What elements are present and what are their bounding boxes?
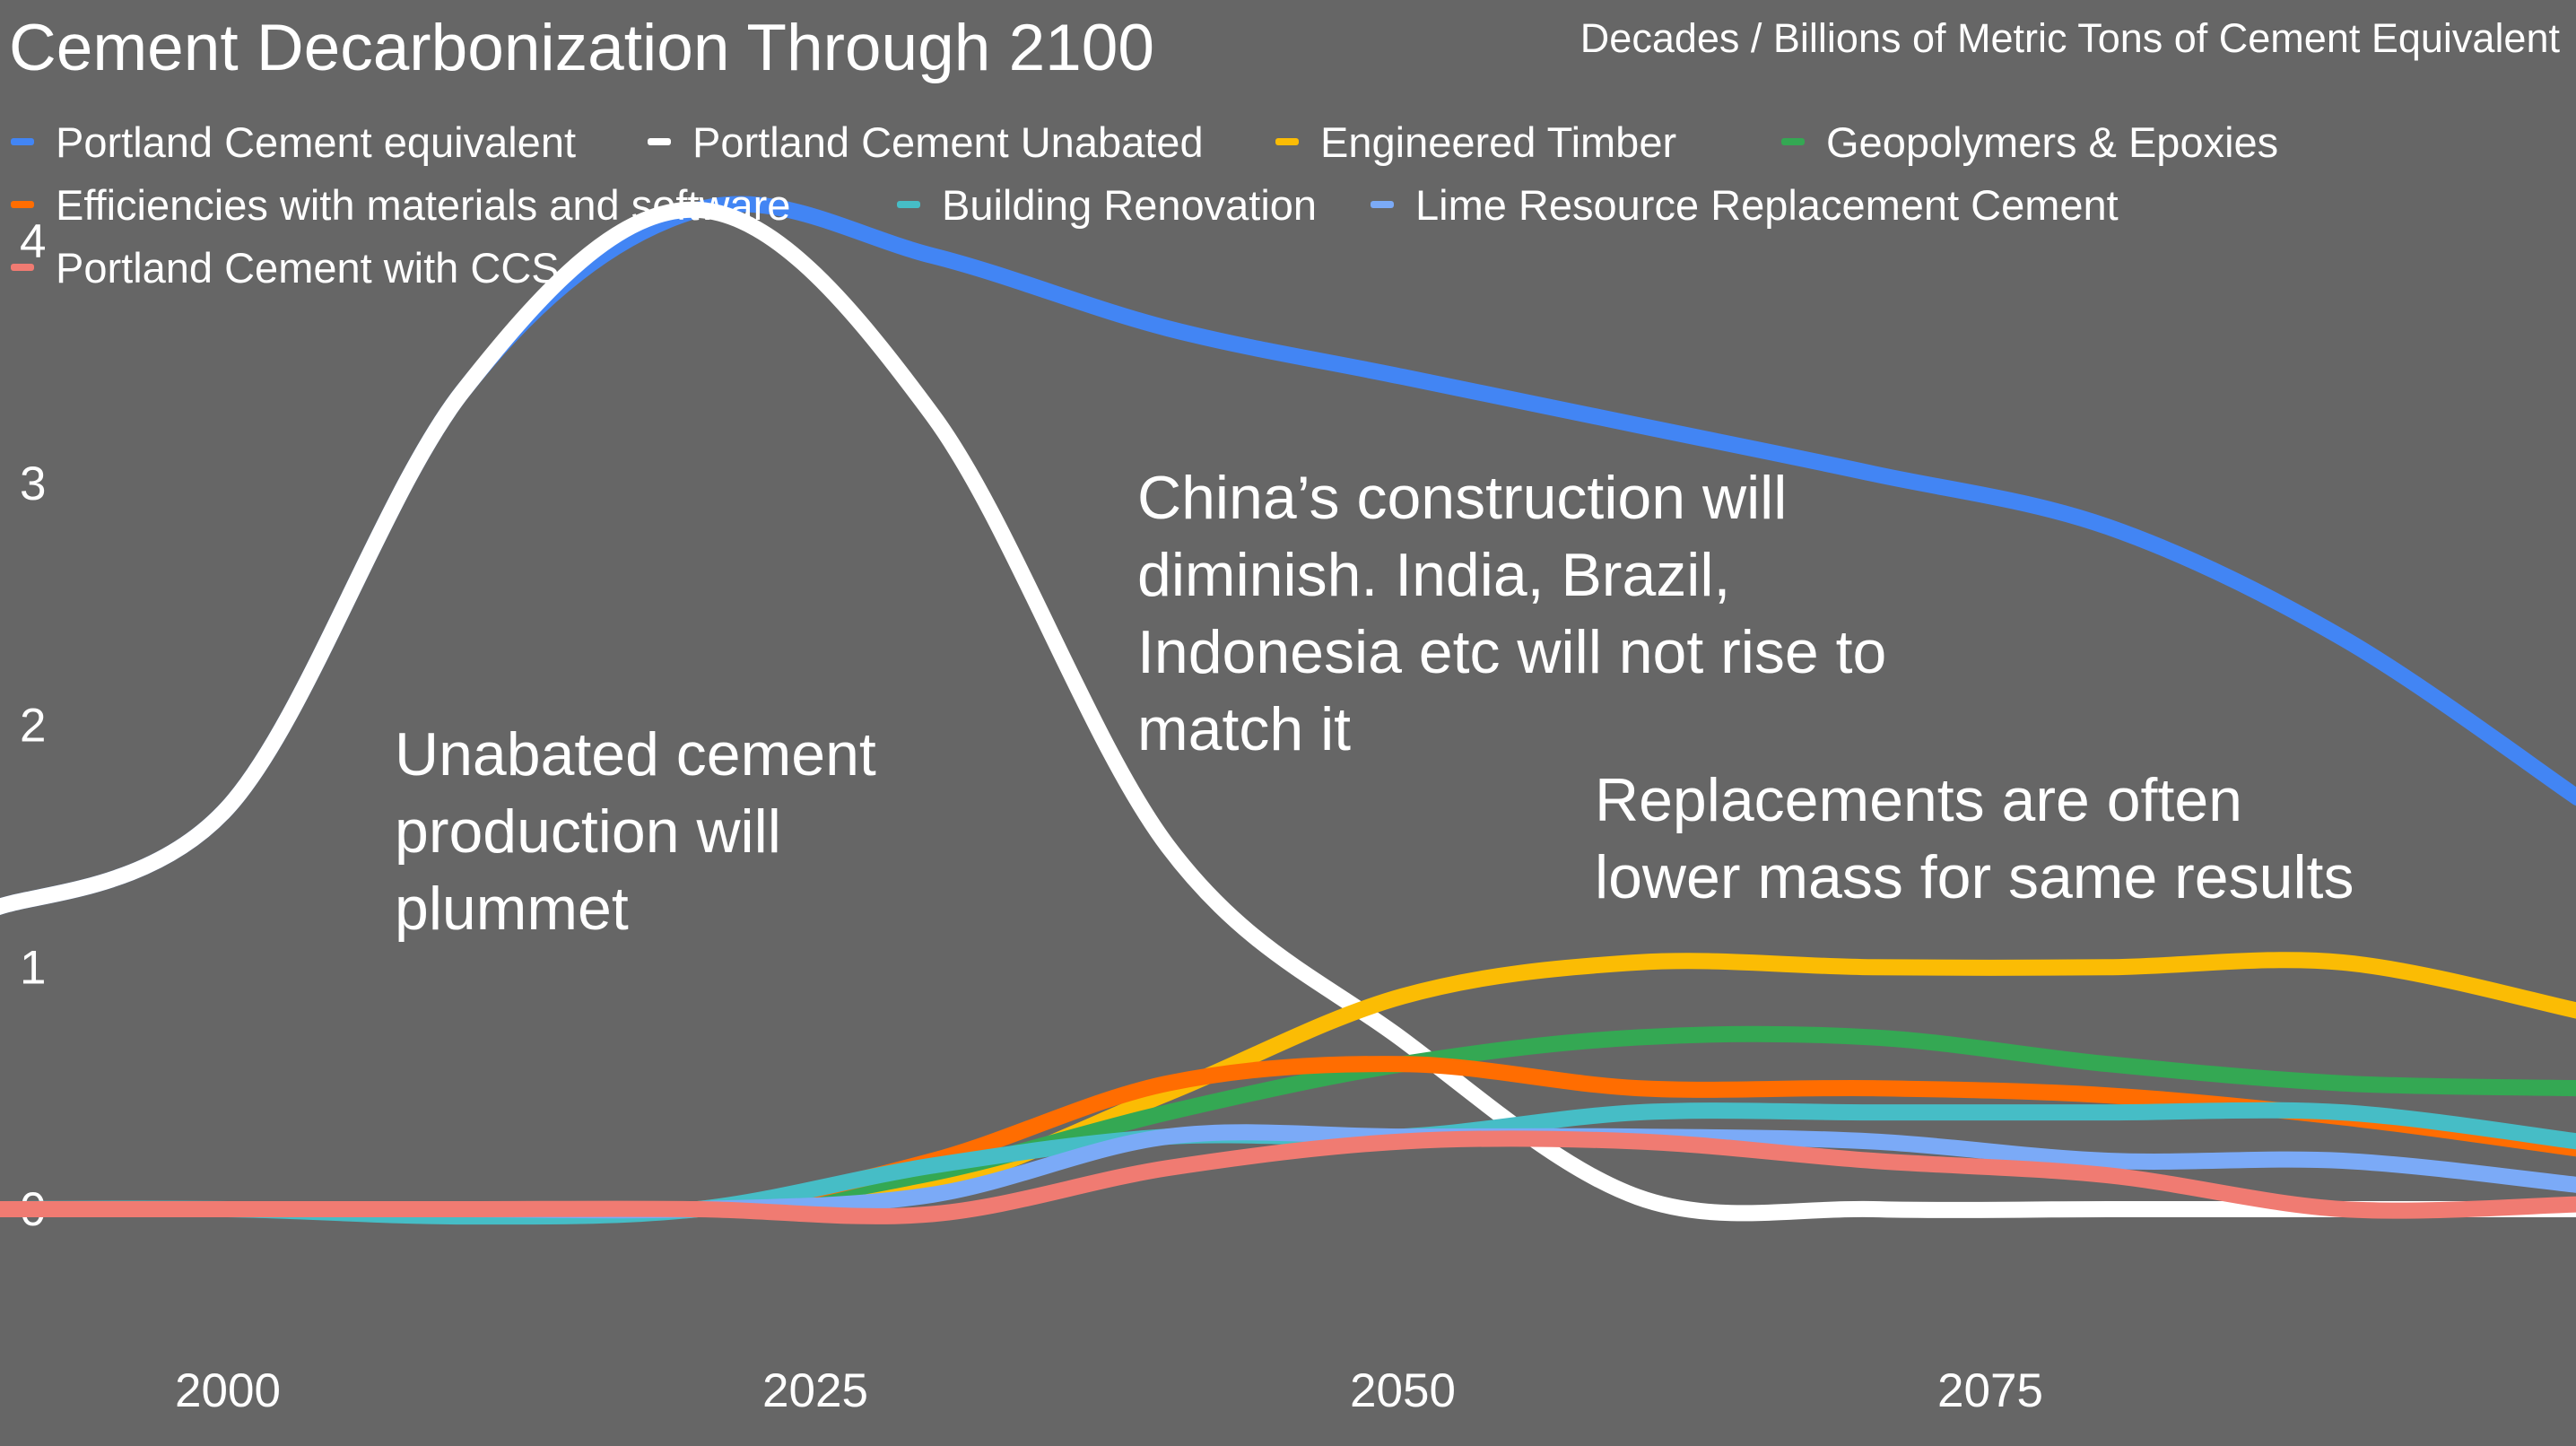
annotation-line: China’s construction will bbox=[1137, 464, 1787, 532]
legend-label: Portland Cement Unabated bbox=[692, 118, 1204, 166]
annotation-line: Unabated cement bbox=[395, 720, 876, 788]
legend-swatch bbox=[1781, 138, 1805, 145]
x-tick-label: 2050 bbox=[1350, 1364, 1456, 1417]
legend-swatch bbox=[897, 201, 920, 208]
legend-swatch bbox=[11, 201, 34, 208]
x-tick-label: 2075 bbox=[1937, 1364, 2043, 1417]
annotation-line: plummet bbox=[395, 875, 629, 943]
series-lines bbox=[0, 196, 2576, 1225]
annotation-line: Indonesia etc will not rise to bbox=[1137, 618, 1886, 686]
annotations: Unabated cement production will plummet Chi… bbox=[395, 464, 2354, 943]
y-tick-label: 3 bbox=[20, 457, 46, 510]
legend-swatch bbox=[1275, 138, 1299, 145]
annotation-line: lower mass for same results bbox=[1595, 843, 2354, 911]
annotation-line: diminish. India, Brazil, bbox=[1137, 541, 1730, 609]
series-line-portland-cement-with-ccs bbox=[0, 1130, 2576, 1224]
chart-subtitle: Decades / Billions of Metric Tons of Cem… bbox=[1580, 15, 2561, 61]
legend-swatch bbox=[11, 264, 34, 271]
annotation-line: match it bbox=[1137, 695, 1351, 763]
y-tick-label: 1 bbox=[20, 941, 46, 994]
y-tick-label: 4 bbox=[20, 215, 46, 268]
legend-swatch bbox=[1371, 201, 1394, 208]
legend-label: Geopolymers & Epoxies bbox=[1826, 118, 2278, 166]
legend-label: Engineered Timber bbox=[1320, 118, 1676, 166]
y-tick-label: 2 bbox=[20, 700, 46, 753]
legend-label: Portland Cement equivalent bbox=[56, 118, 576, 166]
legend-swatch bbox=[11, 138, 34, 145]
legend: Portland Cement equivalent Portland Cemen… bbox=[11, 118, 2278, 292]
legend-label: Portland Cement with CCS bbox=[56, 244, 560, 292]
legend-label: Lime Resource Replacement Cement bbox=[1415, 181, 2119, 229]
annotation-line: Replacements are often bbox=[1595, 766, 2242, 834]
legend-label: Efficiencies with materials and software bbox=[56, 181, 790, 229]
legend-label: Building Renovation bbox=[942, 181, 1317, 229]
chart-title: Cement Decarbonization Through 2100 bbox=[9, 12, 1154, 84]
annotation-line: production will bbox=[395, 797, 781, 866]
x-tick-label: 2025 bbox=[762, 1364, 868, 1417]
legend-swatch bbox=[648, 138, 671, 145]
x-tick-label: 2000 bbox=[175, 1364, 281, 1417]
series-line-portland-cement-unabated bbox=[0, 201, 2576, 1222]
